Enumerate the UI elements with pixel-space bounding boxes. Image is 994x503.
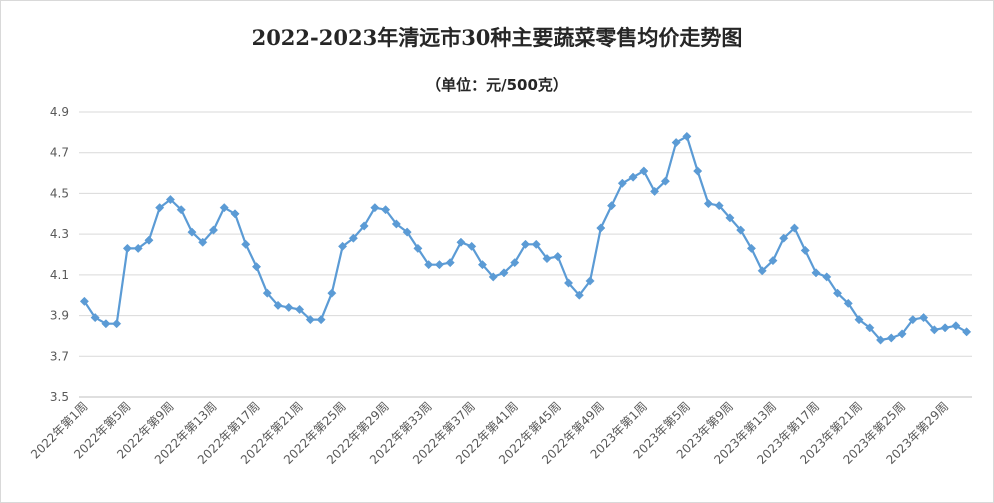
- data-point: [607, 201, 617, 211]
- data-point: [230, 209, 240, 219]
- data-point: [208, 225, 219, 235]
- data-point: [477, 260, 488, 270]
- data-point: [660, 176, 670, 186]
- data-point: [133, 243, 143, 253]
- data-point: [187, 227, 197, 237]
- data-point: [650, 186, 660, 196]
- data-point: [155, 203, 165, 213]
- y-tick-label: 4.7: [50, 146, 69, 160]
- data-point: [273, 300, 283, 310]
- data-point: [413, 243, 423, 253]
- data-point: [359, 221, 369, 231]
- data-point: [553, 251, 563, 262]
- data-point: [779, 233, 789, 243]
- data-point: [908, 315, 918, 325]
- chart-title: 2022-2023年清远市30种主要蔬菜零售均价走势图: [251, 25, 743, 50]
- data-point: [305, 315, 315, 325]
- data-point: [843, 298, 853, 308]
- data-point: [693, 166, 703, 176]
- y-tick-label: 4.5: [50, 186, 69, 200]
- data-point: [198, 237, 208, 247]
- data-point: [811, 268, 821, 278]
- data-point: [736, 225, 746, 235]
- y-tick-label: 3.7: [50, 349, 69, 363]
- data-point: [671, 137, 681, 148]
- data-point: [445, 258, 455, 268]
- y-tick-label: 4.1: [50, 268, 69, 282]
- data-point: [381, 205, 391, 215]
- data-point: [488, 272, 498, 282]
- data-point: [499, 268, 509, 278]
- data-point: [703, 199, 713, 209]
- data-point: [929, 325, 939, 335]
- data-point: [875, 335, 886, 345]
- data-point: [284, 302, 294, 312]
- y-tick-label: 4.3: [50, 227, 69, 241]
- data-point: [617, 178, 627, 188]
- data-point: [467, 241, 477, 251]
- data-point: [520, 239, 531, 249]
- data-point: [628, 172, 638, 182]
- data-point: [854, 315, 864, 325]
- chart-subtitle: （单位：元/500克）: [426, 76, 568, 94]
- data-point: [800, 245, 810, 255]
- data-point: [962, 327, 972, 337]
- data-point: [714, 201, 724, 211]
- data-point: [822, 272, 832, 282]
- data-point: [789, 223, 800, 233]
- y-tick-label: 4.9: [50, 105, 69, 119]
- data-point: [241, 239, 251, 249]
- data-point: [865, 323, 875, 333]
- data-point: [542, 254, 552, 264]
- data-point: [262, 288, 272, 298]
- data-point: [510, 258, 520, 268]
- data-point: [144, 235, 154, 245]
- data-point: [316, 315, 326, 325]
- data-point: [370, 203, 380, 213]
- data-point: [79, 296, 89, 306]
- y-tick-label: 3.9: [50, 309, 69, 323]
- data-point: [531, 239, 541, 249]
- data-point: [101, 319, 111, 329]
- data-point: [434, 260, 444, 270]
- data-point: [456, 237, 466, 247]
- data-point: [886, 333, 896, 343]
- data-point: [746, 243, 756, 253]
- data-point: [596, 223, 606, 233]
- data-point: [338, 241, 348, 251]
- data-point: [757, 266, 767, 276]
- data-point: [725, 213, 735, 223]
- data-point: [391, 219, 401, 229]
- y-tick-label: 3.5: [50, 390, 69, 404]
- data-point: [832, 288, 843, 298]
- data-point: [219, 203, 229, 213]
- data-point: [919, 313, 929, 323]
- data-point: [348, 233, 358, 243]
- data-point: [585, 276, 595, 286]
- data-point: [165, 194, 176, 205]
- data-point: [90, 313, 100, 323]
- data-point: [424, 260, 434, 270]
- data-point: [682, 131, 692, 141]
- data-point: [112, 319, 122, 329]
- series-line: [83, 135, 968, 342]
- data-point: [402, 227, 412, 237]
- data-point: [251, 262, 262, 272]
- data-point: [940, 323, 950, 333]
- data-point: [951, 321, 961, 331]
- data-point: [768, 256, 778, 266]
- data-point: [327, 288, 337, 298]
- data-point: [176, 205, 186, 215]
- data-point: [295, 304, 305, 315]
- data-point: [574, 290, 584, 300]
- data-point: [122, 243, 132, 253]
- data-point: [563, 278, 574, 288]
- data-point: [897, 329, 907, 339]
- data-point: [639, 166, 649, 176]
